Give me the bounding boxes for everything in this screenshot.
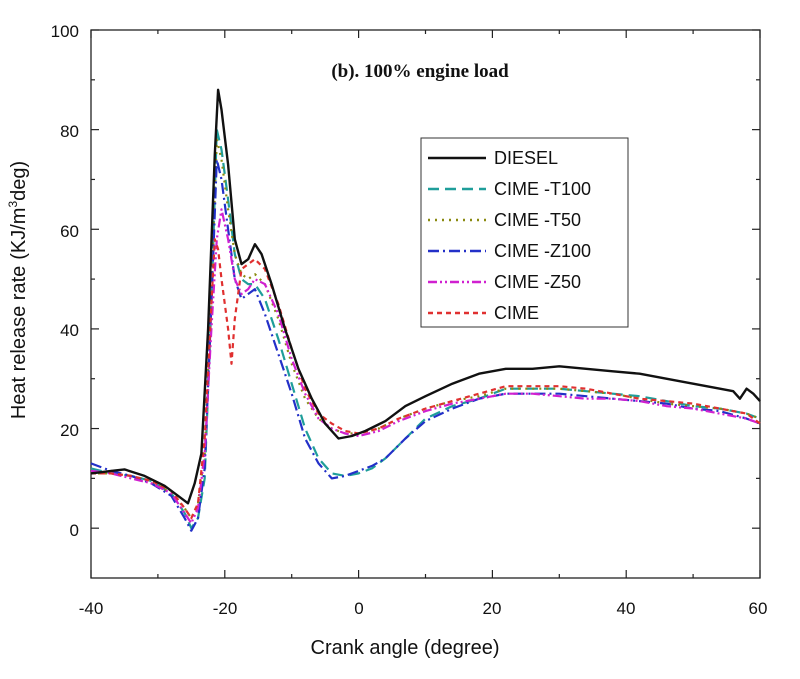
legend: DIESEL CIME -T100 CIME -T50 CIME -Z100 CIME … xyxy=(420,137,629,328)
x-tick-label: -20 xyxy=(213,599,238,618)
series-lines xyxy=(90,88,761,532)
y-tick-label: 80 xyxy=(60,122,79,141)
y-tick-label: 60 xyxy=(60,222,79,241)
y-axis-title-text: Heat release rate xyxy=(8,266,30,419)
x-tick-label: 0 xyxy=(354,599,363,618)
x-axis-title: Crank angle (degree) xyxy=(311,637,500,659)
legend-box xyxy=(420,137,629,328)
series-line-diesel xyxy=(90,88,761,505)
x-tick-label: -40 xyxy=(79,599,104,618)
legend-label-cime: CIME xyxy=(494,303,539,323)
chart-title: (b). 100% engine load xyxy=(331,61,509,82)
series-line-cime-z50 xyxy=(90,208,761,525)
y-tick-label: 0 xyxy=(70,521,79,540)
legend-label-cime-t50: CIME -T50 xyxy=(494,210,581,230)
y-tick-label: 40 xyxy=(60,321,79,340)
axis-ticks xyxy=(90,29,761,578)
y-tick-labels: 0 20 40 60 80 100 xyxy=(51,22,79,540)
legend-label-cime-z100: CIME -Z100 xyxy=(494,241,591,261)
x-tick-label: 40 xyxy=(617,599,636,618)
legend-label-diesel: DIESEL xyxy=(494,148,558,168)
legend-label-cime-t100: CIME -T100 xyxy=(494,179,591,199)
y-axis-unit-prefix: (KJ/m xyxy=(8,208,30,260)
x-tick-label: 60 xyxy=(749,599,768,618)
y-axis-unit-suffix: deg) xyxy=(8,161,30,201)
legend-label-cime-z50: CIME -Z50 xyxy=(494,272,581,292)
y-tick-label: 100 xyxy=(51,22,79,41)
y-tick-label: 20 xyxy=(60,421,79,440)
x-tick-labels: -40 -20 0 20 40 60 xyxy=(79,599,768,618)
y-axis-unit-superscript: 3 xyxy=(6,201,20,208)
x-tick-label: 20 xyxy=(483,599,502,618)
y-axis-title: Heat release rate (KJ/m3deg) xyxy=(6,161,30,419)
